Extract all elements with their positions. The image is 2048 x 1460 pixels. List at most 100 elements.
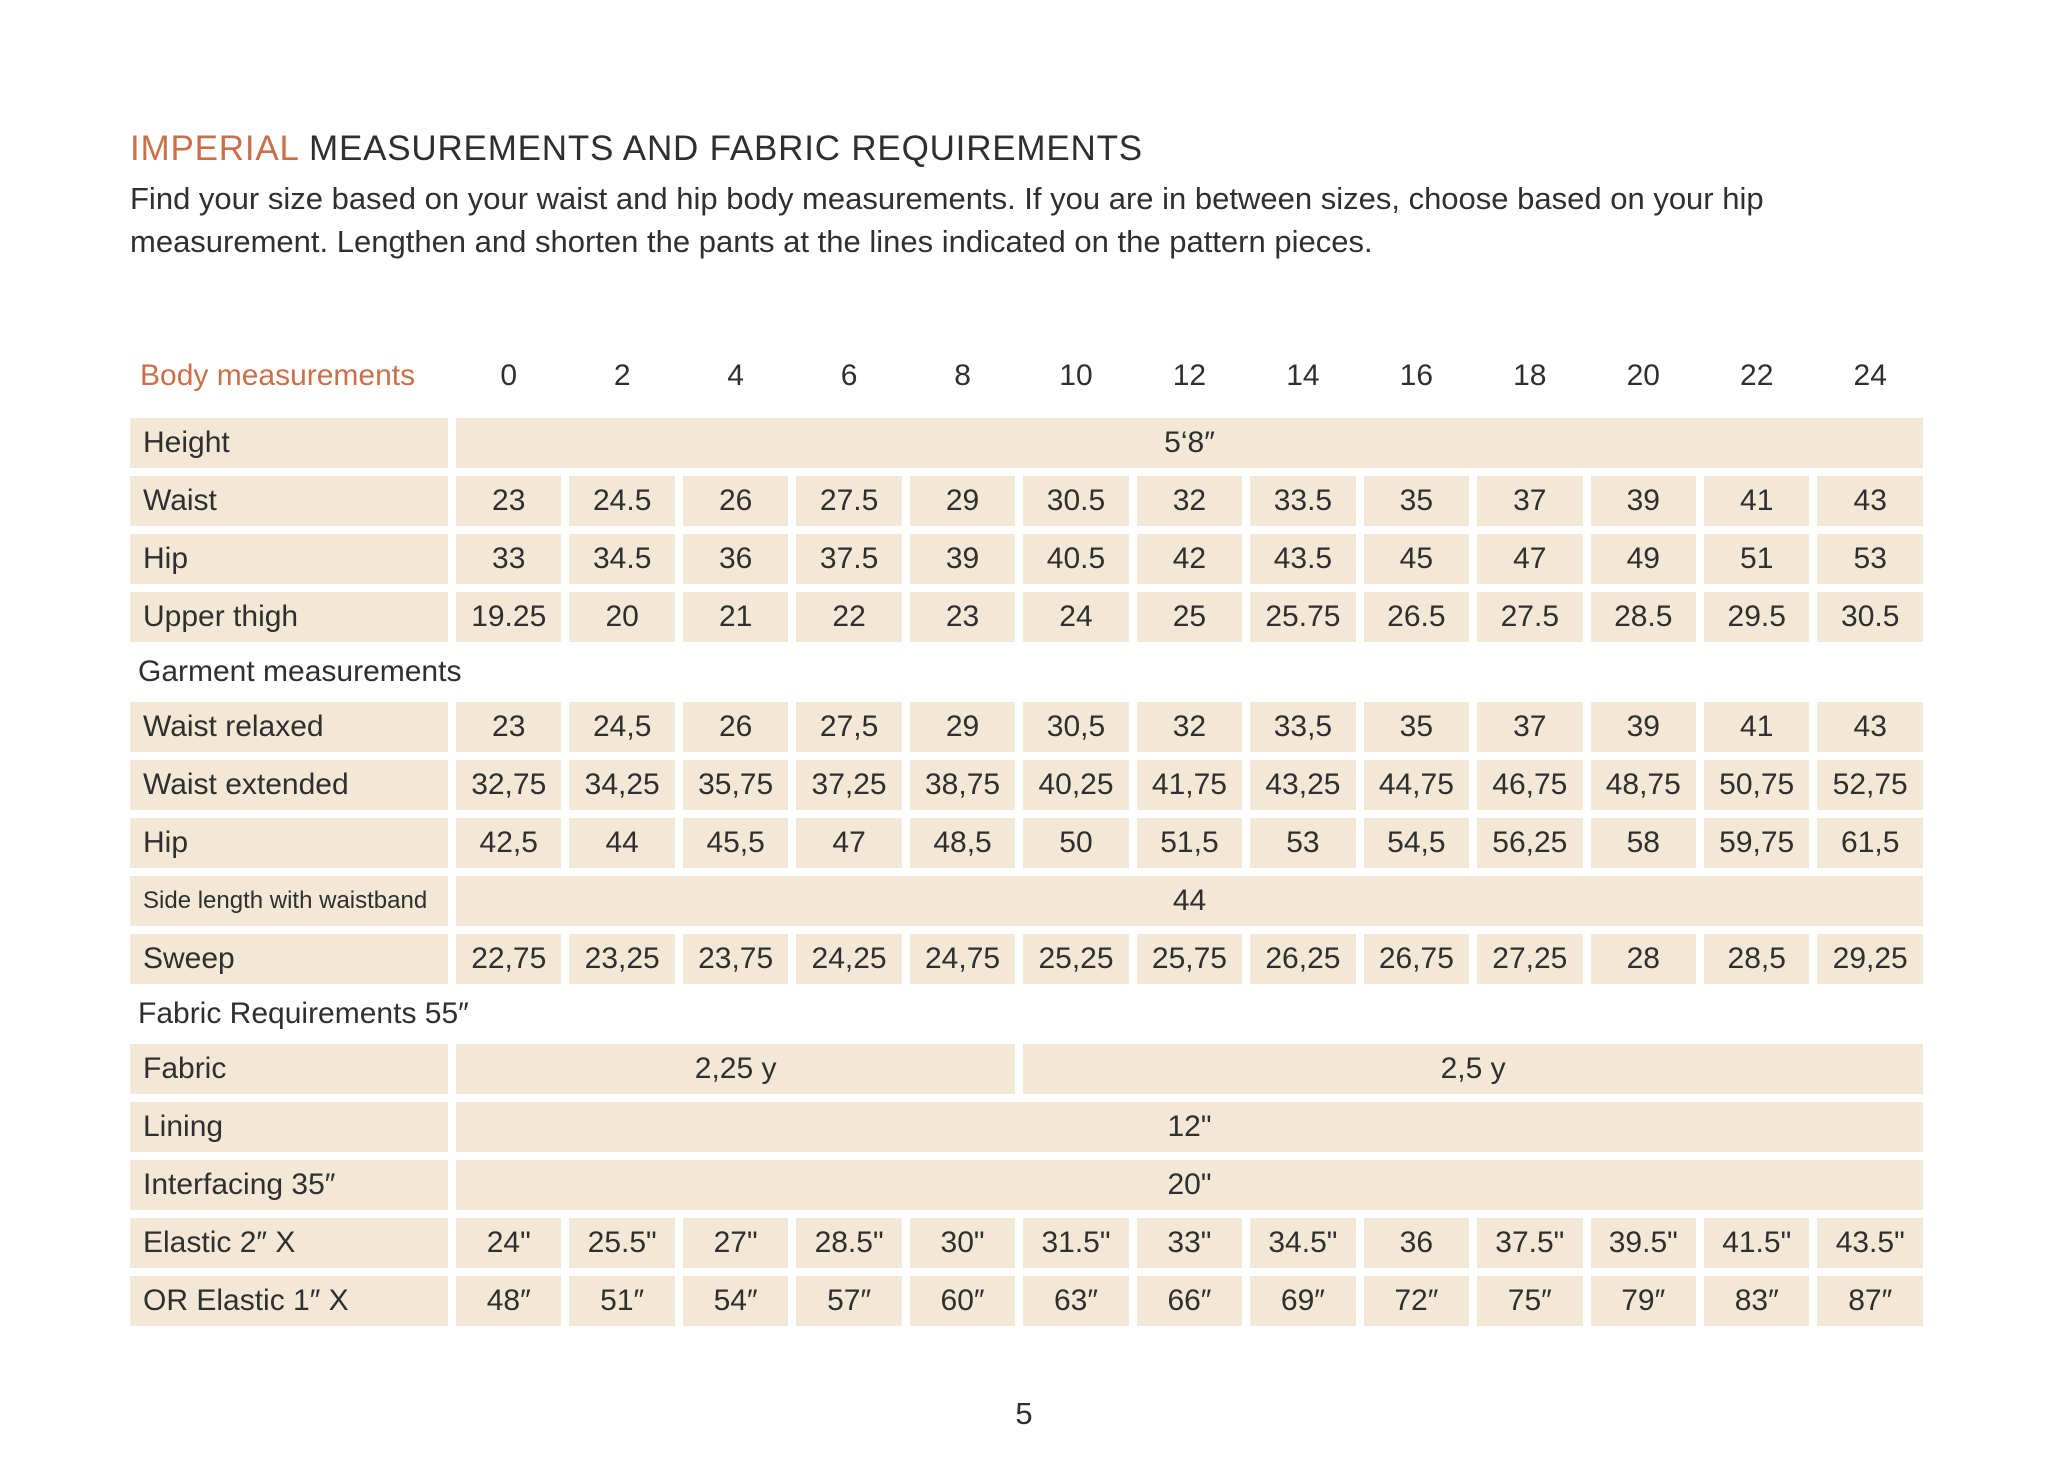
size-chart-table: Body measurements 0 2 4 6 8 10 12 14 16 18 20 22 24 H… [122, 350, 1931, 1334]
table-row: Lining 12" [130, 1101, 1923, 1152]
value-cell: 29 [909, 701, 1016, 752]
value-cell: 37.5" [1477, 1217, 1583, 1268]
value-cell: 37.5 [796, 533, 902, 584]
value-cell: 72″ [1363, 1275, 1470, 1326]
value-cell: 28.5 [1590, 591, 1696, 642]
value-cell: 44 [569, 817, 675, 868]
section-heading: Garment measurements [138, 654, 462, 688]
value-cell: 75″ [1477, 1275, 1583, 1326]
value-cell: 48″ [456, 1275, 562, 1326]
value-cell: 30" [909, 1217, 1016, 1268]
page-content: IMPERIAL MEASUREMENTS AND FABRIC REQUIRE… [130, 0, 1923, 1334]
value-cell: 24,25 [796, 933, 902, 984]
value-cell: 25.5" [569, 1217, 675, 1268]
value-cell: 24,75 [909, 933, 1016, 984]
row-label-cell: Hip [130, 533, 448, 584]
table-row: Fabric 2,25 y 2,5 y [130, 1043, 1923, 1094]
value-cell: 36 [682, 533, 789, 584]
value-cell: 31.5" [1023, 1217, 1129, 1268]
value-cell: 48,5 [909, 817, 1016, 868]
value-cell: 27.5 [796, 475, 902, 526]
value-cell: 43 [1817, 475, 1923, 526]
value-cell: 43,25 [1250, 759, 1356, 810]
table-row: Interfacing 35″ 20" [130, 1159, 1923, 1210]
value-cell: 24,5 [569, 701, 675, 752]
value-cell: 20 [569, 591, 675, 642]
value-cell: 66″ [1136, 1275, 1243, 1326]
value-cell-span: 2,25 y [456, 1043, 1016, 1094]
value-cell: 50,75 [1703, 759, 1810, 810]
value-cell: 37 [1477, 701, 1583, 752]
table-row: Sweep 22,75 23,25 23,75 24,25 24,75 25,25 25,75… [130, 933, 1923, 984]
size-header-cell: 10 [1059, 358, 1093, 392]
value-cell: 35,75 [682, 759, 789, 810]
table-row: Hip 33 34.5 36 37.5 39 40.5 42 43.5 45 47 49 51 53 [130, 533, 1923, 584]
size-chart-body: Height 5‘8″ Waist 23 24.5 26 27.5 29 30.5 32 33.5 3… [130, 417, 1923, 1326]
value-cell-merged: 20" [456, 1159, 1923, 1210]
value-cell: 61,5 [1817, 817, 1923, 868]
size-header-cell: 20 [1626, 358, 1660, 392]
value-cell: 30.5 [1023, 475, 1129, 526]
value-cell: 37,25 [796, 759, 902, 810]
value-cell: 50 [1023, 817, 1129, 868]
value-cell: 23 [456, 475, 562, 526]
value-cell: 58 [1590, 817, 1696, 868]
value-cell: 43 [1817, 701, 1923, 752]
value-cell: 30,5 [1023, 701, 1129, 752]
value-cell: 41.5" [1703, 1217, 1810, 1268]
row-label-cell: Waist extended [130, 759, 448, 810]
row-label-cell: Waist [130, 475, 448, 526]
table-row: Hip 42,5 44 45,5 47 48,5 50 51,5 53 54,5 56,25 58 59… [130, 817, 1923, 868]
value-cell-merged: 44 [456, 875, 1923, 926]
row-label-cell: Height [130, 417, 448, 468]
value-cell: 32,75 [456, 759, 562, 810]
intro-line-1: Find your size based on your waist and h… [130, 181, 1764, 216]
value-cell: 36 [1363, 1217, 1470, 1268]
row-label-cell: Sweep [130, 933, 448, 984]
value-cell: 41 [1703, 475, 1810, 526]
value-cell: 43.5" [1817, 1217, 1923, 1268]
value-cell: 53 [1250, 817, 1356, 868]
value-cell: 54,5 [1363, 817, 1470, 868]
table-row: Waist relaxed 23 24,5 26 27,5 29 30,5 32 33,5 35 3… [130, 701, 1923, 752]
value-cell: 42 [1136, 533, 1243, 584]
row-label-cell: Upper thigh [130, 591, 448, 642]
value-cell: 26,75 [1363, 933, 1470, 984]
value-cell: 22 [796, 591, 902, 642]
value-cell: 63″ [1023, 1275, 1129, 1326]
value-cell: 39 [909, 533, 1016, 584]
value-cell: 27" [682, 1217, 789, 1268]
value-cell: 21 [682, 591, 789, 642]
value-cell: 45 [1363, 533, 1470, 584]
value-cell: 45,5 [682, 817, 789, 868]
row-label-cell: Fabric [130, 1043, 448, 1094]
value-cell: 33" [1136, 1217, 1243, 1268]
value-cell: 44,75 [1363, 759, 1470, 810]
value-cell: 23 [456, 701, 562, 752]
value-cell: 57″ [796, 1275, 902, 1326]
value-cell: 39.5" [1590, 1217, 1696, 1268]
value-cell: 33 [456, 533, 562, 584]
value-cell-span: 2,5 y [1023, 1043, 1923, 1094]
value-cell: 26 [682, 475, 789, 526]
value-cell: 49 [1590, 533, 1696, 584]
value-cell: 43.5 [1250, 533, 1356, 584]
value-cell: 33,5 [1250, 701, 1356, 752]
value-cell: 34.5 [569, 533, 675, 584]
value-cell: 42,5 [456, 817, 562, 868]
value-cell: 54″ [682, 1275, 789, 1326]
size-header-cell: 18 [1513, 358, 1547, 392]
row-label-cell: Waist relaxed [130, 701, 448, 752]
title-main-text: MEASUREMENTS AND FABRIC REQUIREMENTS [309, 129, 1143, 168]
size-header-cell: 22 [1740, 358, 1774, 392]
value-cell: 32 [1136, 475, 1243, 526]
size-header-cell: 2 [613, 358, 631, 392]
value-cell: 47 [796, 817, 902, 868]
value-cell: 25 [1136, 591, 1243, 642]
value-cell: 26 [682, 701, 789, 752]
value-cell: 29,25 [1817, 933, 1923, 984]
table-row: Upper thigh 19.25 20 21 22 23 24 25 25.75 26.5 27.… [130, 591, 1923, 642]
value-cell: 47 [1477, 533, 1583, 584]
value-cell: 37 [1477, 475, 1583, 526]
value-cell: 23,75 [682, 933, 789, 984]
